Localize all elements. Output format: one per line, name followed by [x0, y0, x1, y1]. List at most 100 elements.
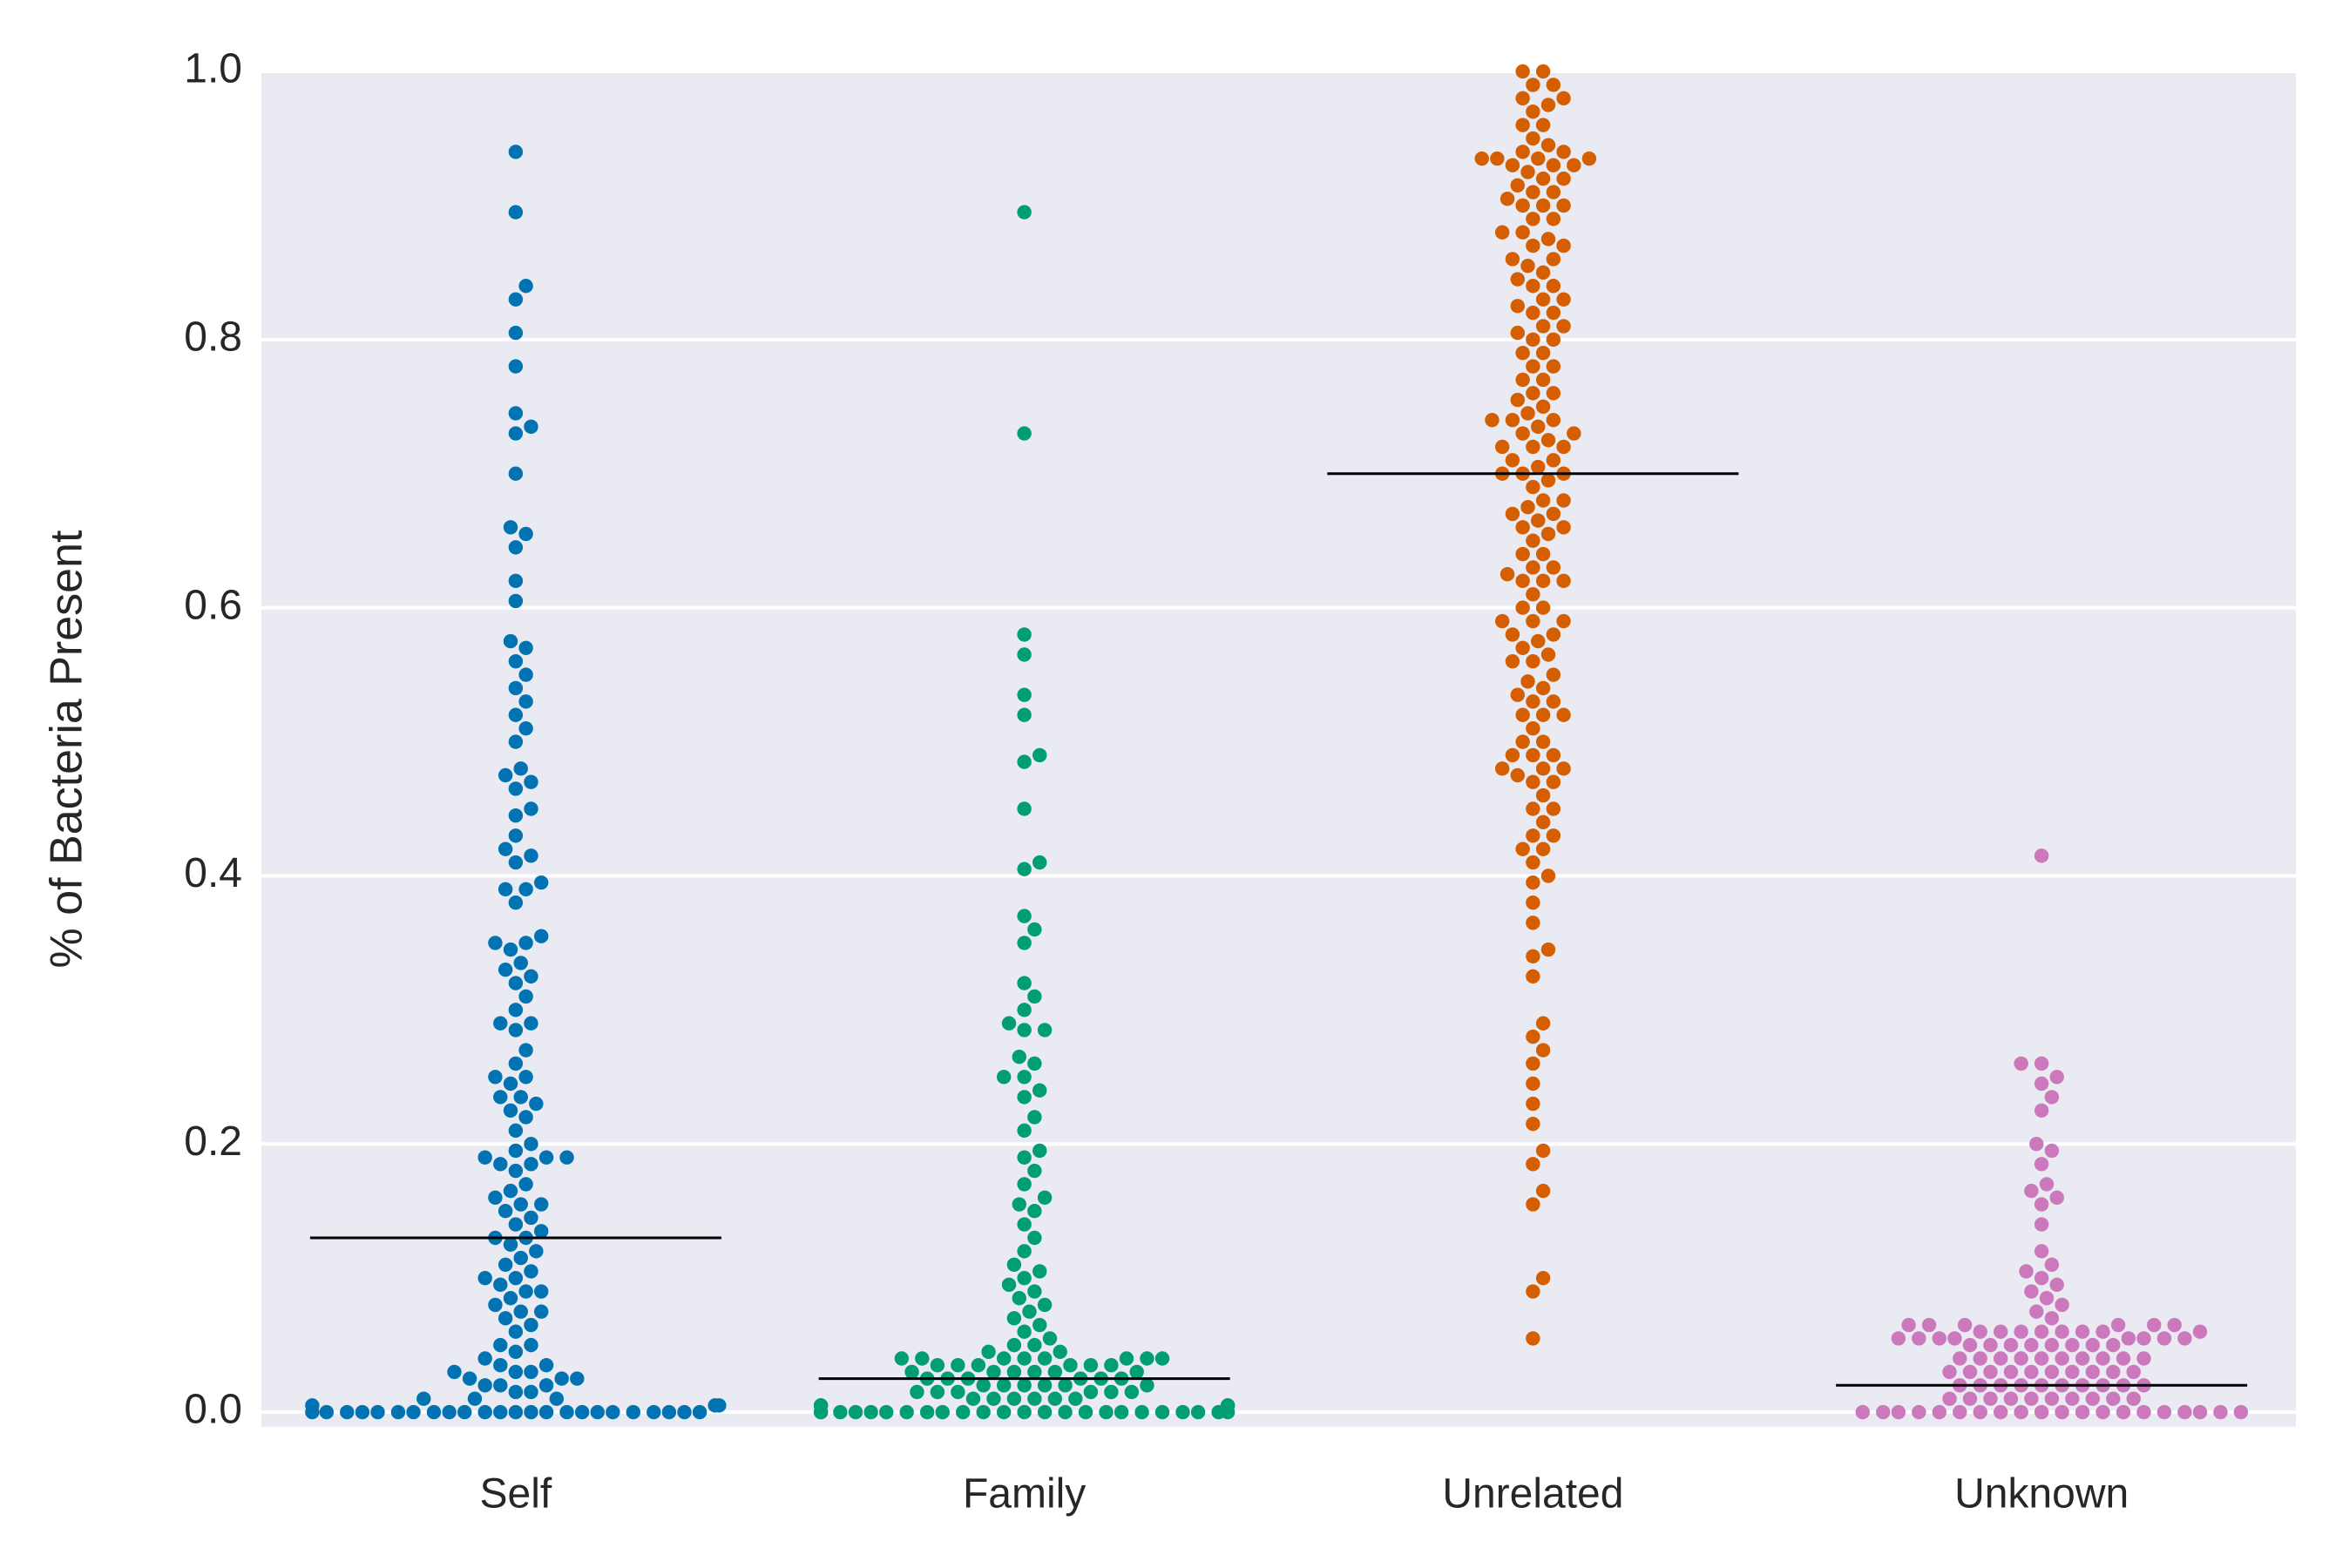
- swarm-point: [1993, 1351, 2008, 1366]
- swarm-point: [508, 1003, 524, 1017]
- swarm-point: [1556, 493, 1571, 508]
- swarm-point: [2039, 1291, 2055, 1306]
- swarm-point: [1515, 346, 1530, 361]
- swarm-point: [1505, 252, 1520, 267]
- swarm-point: [477, 1404, 492, 1420]
- swarm-point: [1500, 566, 1515, 582]
- swarm-point: [1556, 145, 1571, 159]
- swarm-point: [1490, 151, 1505, 166]
- swarm-point: [1932, 1404, 1946, 1420]
- swarm-point: [1526, 533, 1540, 548]
- swarm-point: [1515, 225, 1530, 240]
- swarm-point: [1083, 1384, 1099, 1400]
- swarm-point: [1855, 1404, 1870, 1420]
- swarm-point: [1068, 1391, 1083, 1406]
- swarm-point: [1540, 526, 1556, 542]
- swarm-point: [508, 680, 524, 696]
- swarm-point: [2034, 1270, 2049, 1286]
- swarm-point: [518, 1110, 533, 1125]
- swarm-point: [1012, 1050, 1026, 1064]
- swarm-point: [1032, 1317, 1047, 1333]
- swarm-point: [508, 653, 524, 669]
- swarm-point: [1154, 1351, 1170, 1366]
- swarm-point: [833, 1404, 848, 1420]
- swarm-point: [1520, 165, 1535, 179]
- swarm-point: [1017, 976, 1032, 990]
- swarm-point: [1037, 1378, 1053, 1393]
- swarm-point: [534, 1197, 549, 1212]
- swarm-point: [508, 540, 524, 555]
- swarm-point: [951, 1384, 965, 1400]
- swarm-point: [1526, 212, 1540, 226]
- swarm-point: [513, 761, 528, 776]
- swarm-point: [1556, 439, 1571, 455]
- swarm-point: [1510, 272, 1525, 287]
- swarm-point: [2049, 1190, 2064, 1206]
- swarm-point: [1017, 1177, 1032, 1192]
- swarm-point: [1535, 1183, 1551, 1199]
- swarm-point: [518, 640, 533, 656]
- swarm-point: [2044, 1257, 2060, 1272]
- swarm-point: [513, 1250, 528, 1266]
- swarm-point: [1515, 573, 1530, 589]
- swarm-point: [1526, 1331, 1540, 1346]
- swarm-point: [1535, 346, 1551, 361]
- swarm-point: [2044, 1337, 2060, 1353]
- swarm-point: [1567, 158, 1581, 172]
- swarm-point: [1027, 1364, 1042, 1380]
- swarm-point: [2106, 1391, 2121, 1406]
- swarm-point: [508, 855, 524, 870]
- swarm-point: [2177, 1404, 2192, 1420]
- swarm-point: [1017, 1123, 1032, 1139]
- swarm-point: [894, 1351, 910, 1366]
- swarm-point: [1047, 1391, 1063, 1406]
- swarm-point: [1037, 1190, 1053, 1206]
- swarm-point: [1540, 647, 1556, 662]
- swarm-point: [1037, 1023, 1053, 1037]
- swarm-point: [508, 896, 524, 910]
- swarm-point: [2136, 1351, 2151, 1366]
- swarm-point: [1505, 747, 1520, 763]
- swarm-point: [1526, 1096, 1540, 1112]
- swarm-point: [1140, 1351, 1154, 1366]
- swarm-point: [1973, 1351, 1987, 1366]
- swarm-point: [1535, 707, 1551, 722]
- swarm-point: [1912, 1404, 1926, 1420]
- swarm-point: [712, 1398, 727, 1413]
- swarm-point: [518, 720, 533, 736]
- swarm-point: [1535, 1270, 1551, 1286]
- swarm-point: [2034, 848, 2049, 863]
- swarm-point: [538, 1404, 554, 1420]
- swarm-point: [1556, 573, 1571, 589]
- swarm-point: [1973, 1324, 1987, 1339]
- swarm-point: [2106, 1364, 2121, 1380]
- swarm-point: [647, 1404, 661, 1420]
- swarm-point: [1535, 734, 1551, 749]
- swarm-point: [508, 573, 524, 589]
- swarm-point: [1526, 104, 1540, 119]
- swarm-point: [503, 1076, 518, 1092]
- swarm-point: [518, 279, 533, 294]
- swarm-point: [508, 1143, 524, 1159]
- swarm-point: [1546, 801, 1561, 816]
- swarm-point: [1515, 600, 1530, 615]
- swarm-point: [488, 1297, 503, 1313]
- x-tick-label: Unrelated: [1442, 1471, 1623, 1517]
- swarm-point: [1526, 828, 1540, 843]
- swarm-point: [503, 942, 518, 957]
- swarm-point: [1526, 896, 1540, 910]
- swarm-point: [508, 325, 524, 341]
- swarm-point: [529, 1244, 544, 1259]
- swarm-point: [2192, 1404, 2208, 1420]
- swarm-point: [508, 707, 524, 722]
- swarm-point: [1017, 1150, 1032, 1165]
- swarm-point: [661, 1404, 677, 1420]
- swarm-point: [1581, 151, 1597, 166]
- swarm-point: [524, 1210, 538, 1226]
- swarm-point: [1017, 1324, 1032, 1339]
- swarm-point: [2034, 1197, 2049, 1212]
- swarm-point: [1526, 1076, 1540, 1092]
- swarm-point: [1001, 1016, 1017, 1031]
- swarm-point: [2085, 1364, 2100, 1380]
- swarm-point: [1947, 1331, 1962, 1346]
